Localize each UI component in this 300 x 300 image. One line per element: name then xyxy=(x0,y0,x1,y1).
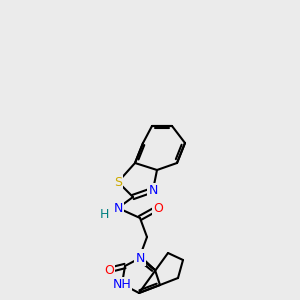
Text: S: S xyxy=(136,250,144,262)
Text: NH: NH xyxy=(112,278,131,290)
Text: S: S xyxy=(114,176,122,188)
Text: N: N xyxy=(148,184,158,196)
Text: O: O xyxy=(104,263,114,277)
Text: N: N xyxy=(135,251,145,265)
Text: H: H xyxy=(99,208,109,220)
Text: O: O xyxy=(153,202,163,214)
Text: N: N xyxy=(113,202,123,214)
